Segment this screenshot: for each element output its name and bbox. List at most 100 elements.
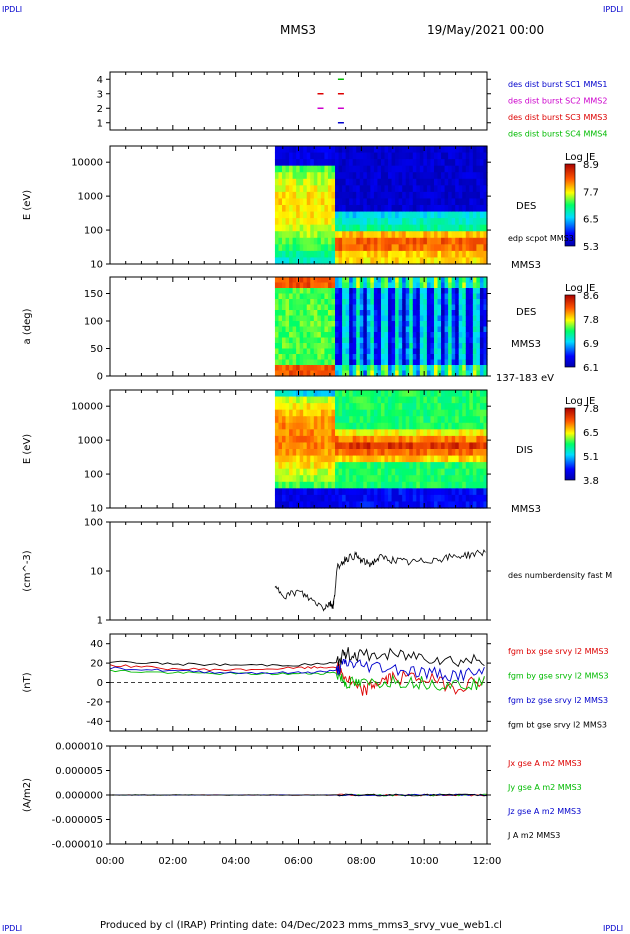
heatmap-cell (458, 422, 463, 430)
heatmap-cell (433, 310, 439, 317)
heatmap-cell (370, 403, 375, 411)
heatmap-cell (433, 354, 439, 361)
heatmap-cell (412, 475, 417, 483)
heatmap-cell (384, 224, 389, 232)
heatmap-cell (409, 237, 414, 245)
heatmap-cell (345, 429, 350, 437)
heatmap-cell (310, 348, 315, 355)
heatmap-cell (398, 481, 403, 489)
heatmap-cell (331, 359, 336, 366)
heatmap-cell (373, 416, 379, 424)
heatmap-cell (455, 354, 460, 361)
heatmap-cell (310, 403, 315, 411)
heatmap-cell (451, 416, 456, 424)
heatmap-cell (423, 348, 428, 355)
ytick-label-density: 1 (97, 616, 103, 627)
heatmap-cell (299, 429, 304, 437)
heatmap-cell (476, 218, 481, 226)
heatmap-cell (448, 244, 453, 252)
heatmap-cell (391, 321, 396, 328)
heatmap-cell (356, 277, 361, 284)
heatmap-cell (398, 354, 403, 361)
heatmap-cell (289, 501, 294, 509)
heatmap-cell (363, 370, 368, 377)
heatmap-cell (274, 185, 280, 193)
heatmap-cell (426, 403, 432, 411)
heatmap-cell (349, 455, 354, 463)
heatmap-cell (352, 315, 357, 322)
ytick-label-current: -0.000005 (52, 815, 103, 826)
heatmap-cell (327, 165, 333, 173)
heatmap-cell (416, 304, 421, 311)
heatmap-cell (469, 481, 474, 489)
heatmap-cell (458, 365, 463, 372)
heatmap-cell (469, 250, 474, 259)
heatmap-cell (363, 159, 368, 167)
heatmap-cell (423, 257, 428, 265)
heatmap-cell (352, 304, 357, 311)
heatmap-cell (398, 282, 403, 289)
heatmap-cell (476, 211, 481, 219)
heatmap-cell (331, 449, 336, 457)
heatmap-cell (317, 315, 322, 322)
heatmap-cell (356, 488, 361, 496)
heatmap-cell (405, 462, 410, 470)
heatmap-cell (462, 468, 467, 476)
heatmap-cell (419, 310, 424, 317)
heatmap-cell (317, 293, 322, 300)
heatmap-cell (465, 299, 470, 306)
heatmap-cell (426, 237, 432, 245)
heatmap-cell (299, 359, 304, 366)
heatmap-cell (412, 315, 417, 322)
heatmap-cell (402, 403, 407, 411)
heatmap-cell (409, 304, 414, 311)
heatmap-cell (409, 390, 414, 398)
heatmap-cell (289, 442, 294, 450)
heatmap-cell (476, 250, 481, 259)
heatmap-cell (313, 370, 318, 377)
heatmap-cell (479, 218, 485, 226)
heatmap-cell (402, 159, 407, 167)
corner-mark-bl: IPDLI (2, 924, 22, 933)
heatmap-cell (299, 288, 304, 295)
heatmap-cell (363, 396, 368, 404)
heatmap-cell (292, 365, 297, 372)
heatmap-cell (412, 310, 417, 317)
heatmap-cell (398, 422, 403, 430)
heatmap-cell (388, 455, 393, 463)
heatmap-cell (441, 172, 446, 180)
heatmap-cell (313, 501, 318, 509)
heatmap-cell (409, 211, 414, 219)
heatmap-cell (278, 354, 283, 361)
heatmap-cell (479, 321, 485, 328)
colorbar-tick-label: 7.7 (583, 187, 599, 198)
heatmap-cell (451, 468, 456, 476)
heatmap-cell (444, 165, 449, 173)
heatmap-cell (345, 218, 350, 226)
heatmap-cell (426, 429, 432, 437)
heatmap-cell (437, 315, 442, 322)
heatmap-cell (384, 257, 389, 265)
heatmap-cell (472, 442, 477, 450)
heatmap-cell (377, 165, 382, 173)
heatmap-cell (373, 455, 379, 463)
heatmap-cell (402, 365, 407, 372)
heatmap-cell (398, 343, 403, 350)
heatmap-cell (313, 159, 318, 167)
heatmap-cell (455, 231, 460, 239)
heatmap-cell (402, 250, 407, 259)
heatmap-cell (419, 343, 424, 350)
heatmap-cell (398, 172, 403, 180)
heatmap-cell (335, 321, 340, 328)
heatmap-cell (313, 326, 318, 333)
heatmap-cell (384, 321, 389, 328)
heatmap-cell (310, 442, 315, 450)
heatmap-cell (303, 390, 308, 398)
heatmap-cell (363, 146, 368, 154)
heatmap-cell (317, 146, 322, 154)
heatmap-cell (455, 152, 460, 160)
heatmap-cell (289, 152, 294, 160)
heatmap-cell (384, 359, 389, 366)
heatmap-cell (388, 494, 393, 503)
heatmap-cell (373, 390, 379, 398)
